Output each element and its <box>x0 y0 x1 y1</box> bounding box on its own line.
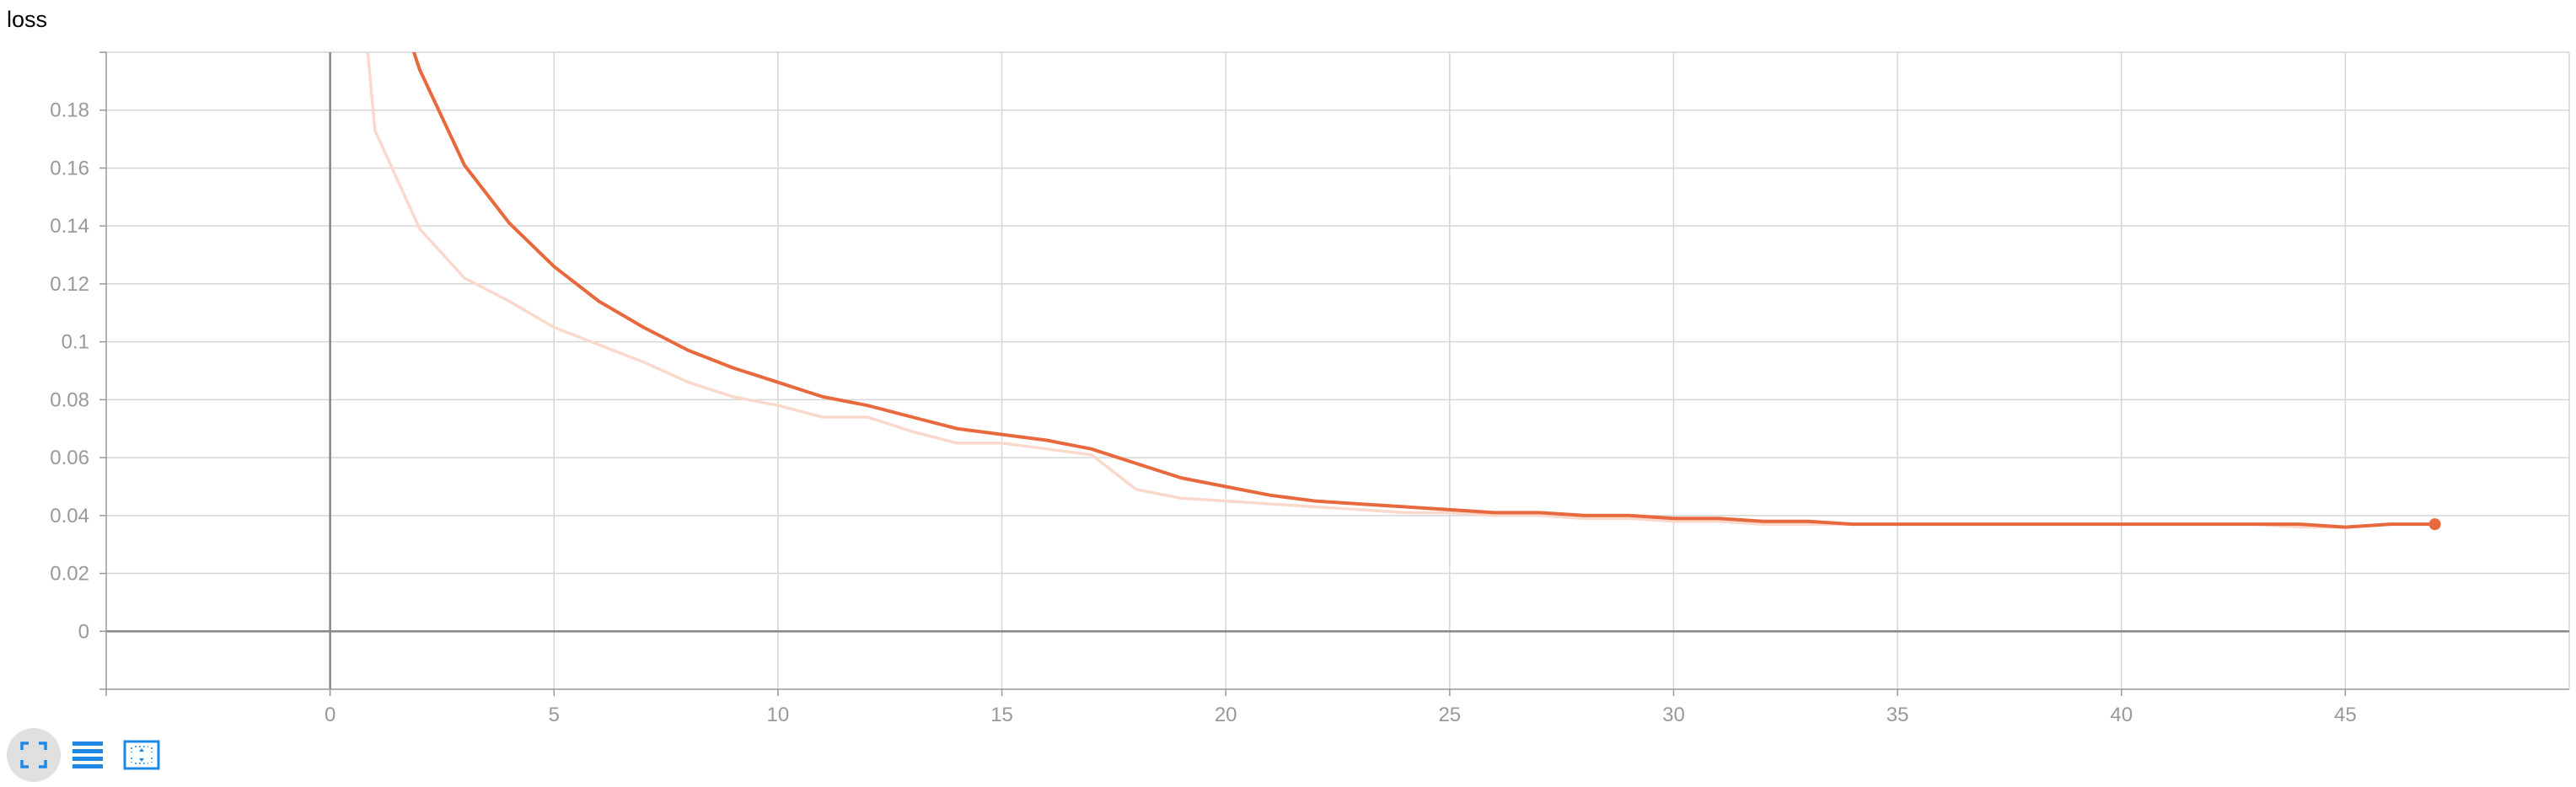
chart-toolbar <box>7 728 169 782</box>
toggle-log-scale-icon <box>72 741 103 768</box>
raw-loss-line <box>366 52 2437 529</box>
y-tick-label: 0.06 <box>50 447 89 469</box>
chart-title: loss <box>7 7 48 32</box>
x-tick-label: 15 <box>990 704 1013 726</box>
x-tick-label: 0 <box>325 704 335 726</box>
y-tick-label: 0.02 <box>50 563 89 586</box>
reset-zoom-button[interactable] <box>115 728 169 782</box>
y-tick-label: 0.12 <box>50 273 89 296</box>
x-tick-label: 45 <box>2334 704 2357 726</box>
reset-zoom-icon <box>123 740 160 770</box>
fit-to-data-button[interactable] <box>7 728 61 782</box>
y-tick-label: 0.1 <box>62 331 89 354</box>
series-group <box>366 52 2437 529</box>
y-tick-label: 0.18 <box>50 99 89 122</box>
x-tick-label: 25 <box>1438 704 1461 726</box>
smoothed-loss-line <box>412 52 2437 529</box>
y-tick-label: 0.16 <box>50 157 89 179</box>
y-tick-label: 0 <box>78 620 89 643</box>
y-tick-label: 0.08 <box>50 388 89 411</box>
x-tick-label: 10 <box>767 704 790 726</box>
x-tick-label: 40 <box>2110 704 2133 726</box>
last-point-marker <box>2428 518 2441 531</box>
fit-to-data-icon <box>20 741 47 768</box>
y-tick-label: 0.14 <box>50 215 89 238</box>
toggle-log-scale-button[interactable] <box>61 728 115 782</box>
x-tick-label: 20 <box>1215 704 1237 726</box>
x-tick-label: 35 <box>1886 704 1909 726</box>
x-tick-label: 30 <box>1662 704 1685 726</box>
x-tick-label: 5 <box>549 704 560 726</box>
y-tick-label: 0.04 <box>50 505 89 527</box>
